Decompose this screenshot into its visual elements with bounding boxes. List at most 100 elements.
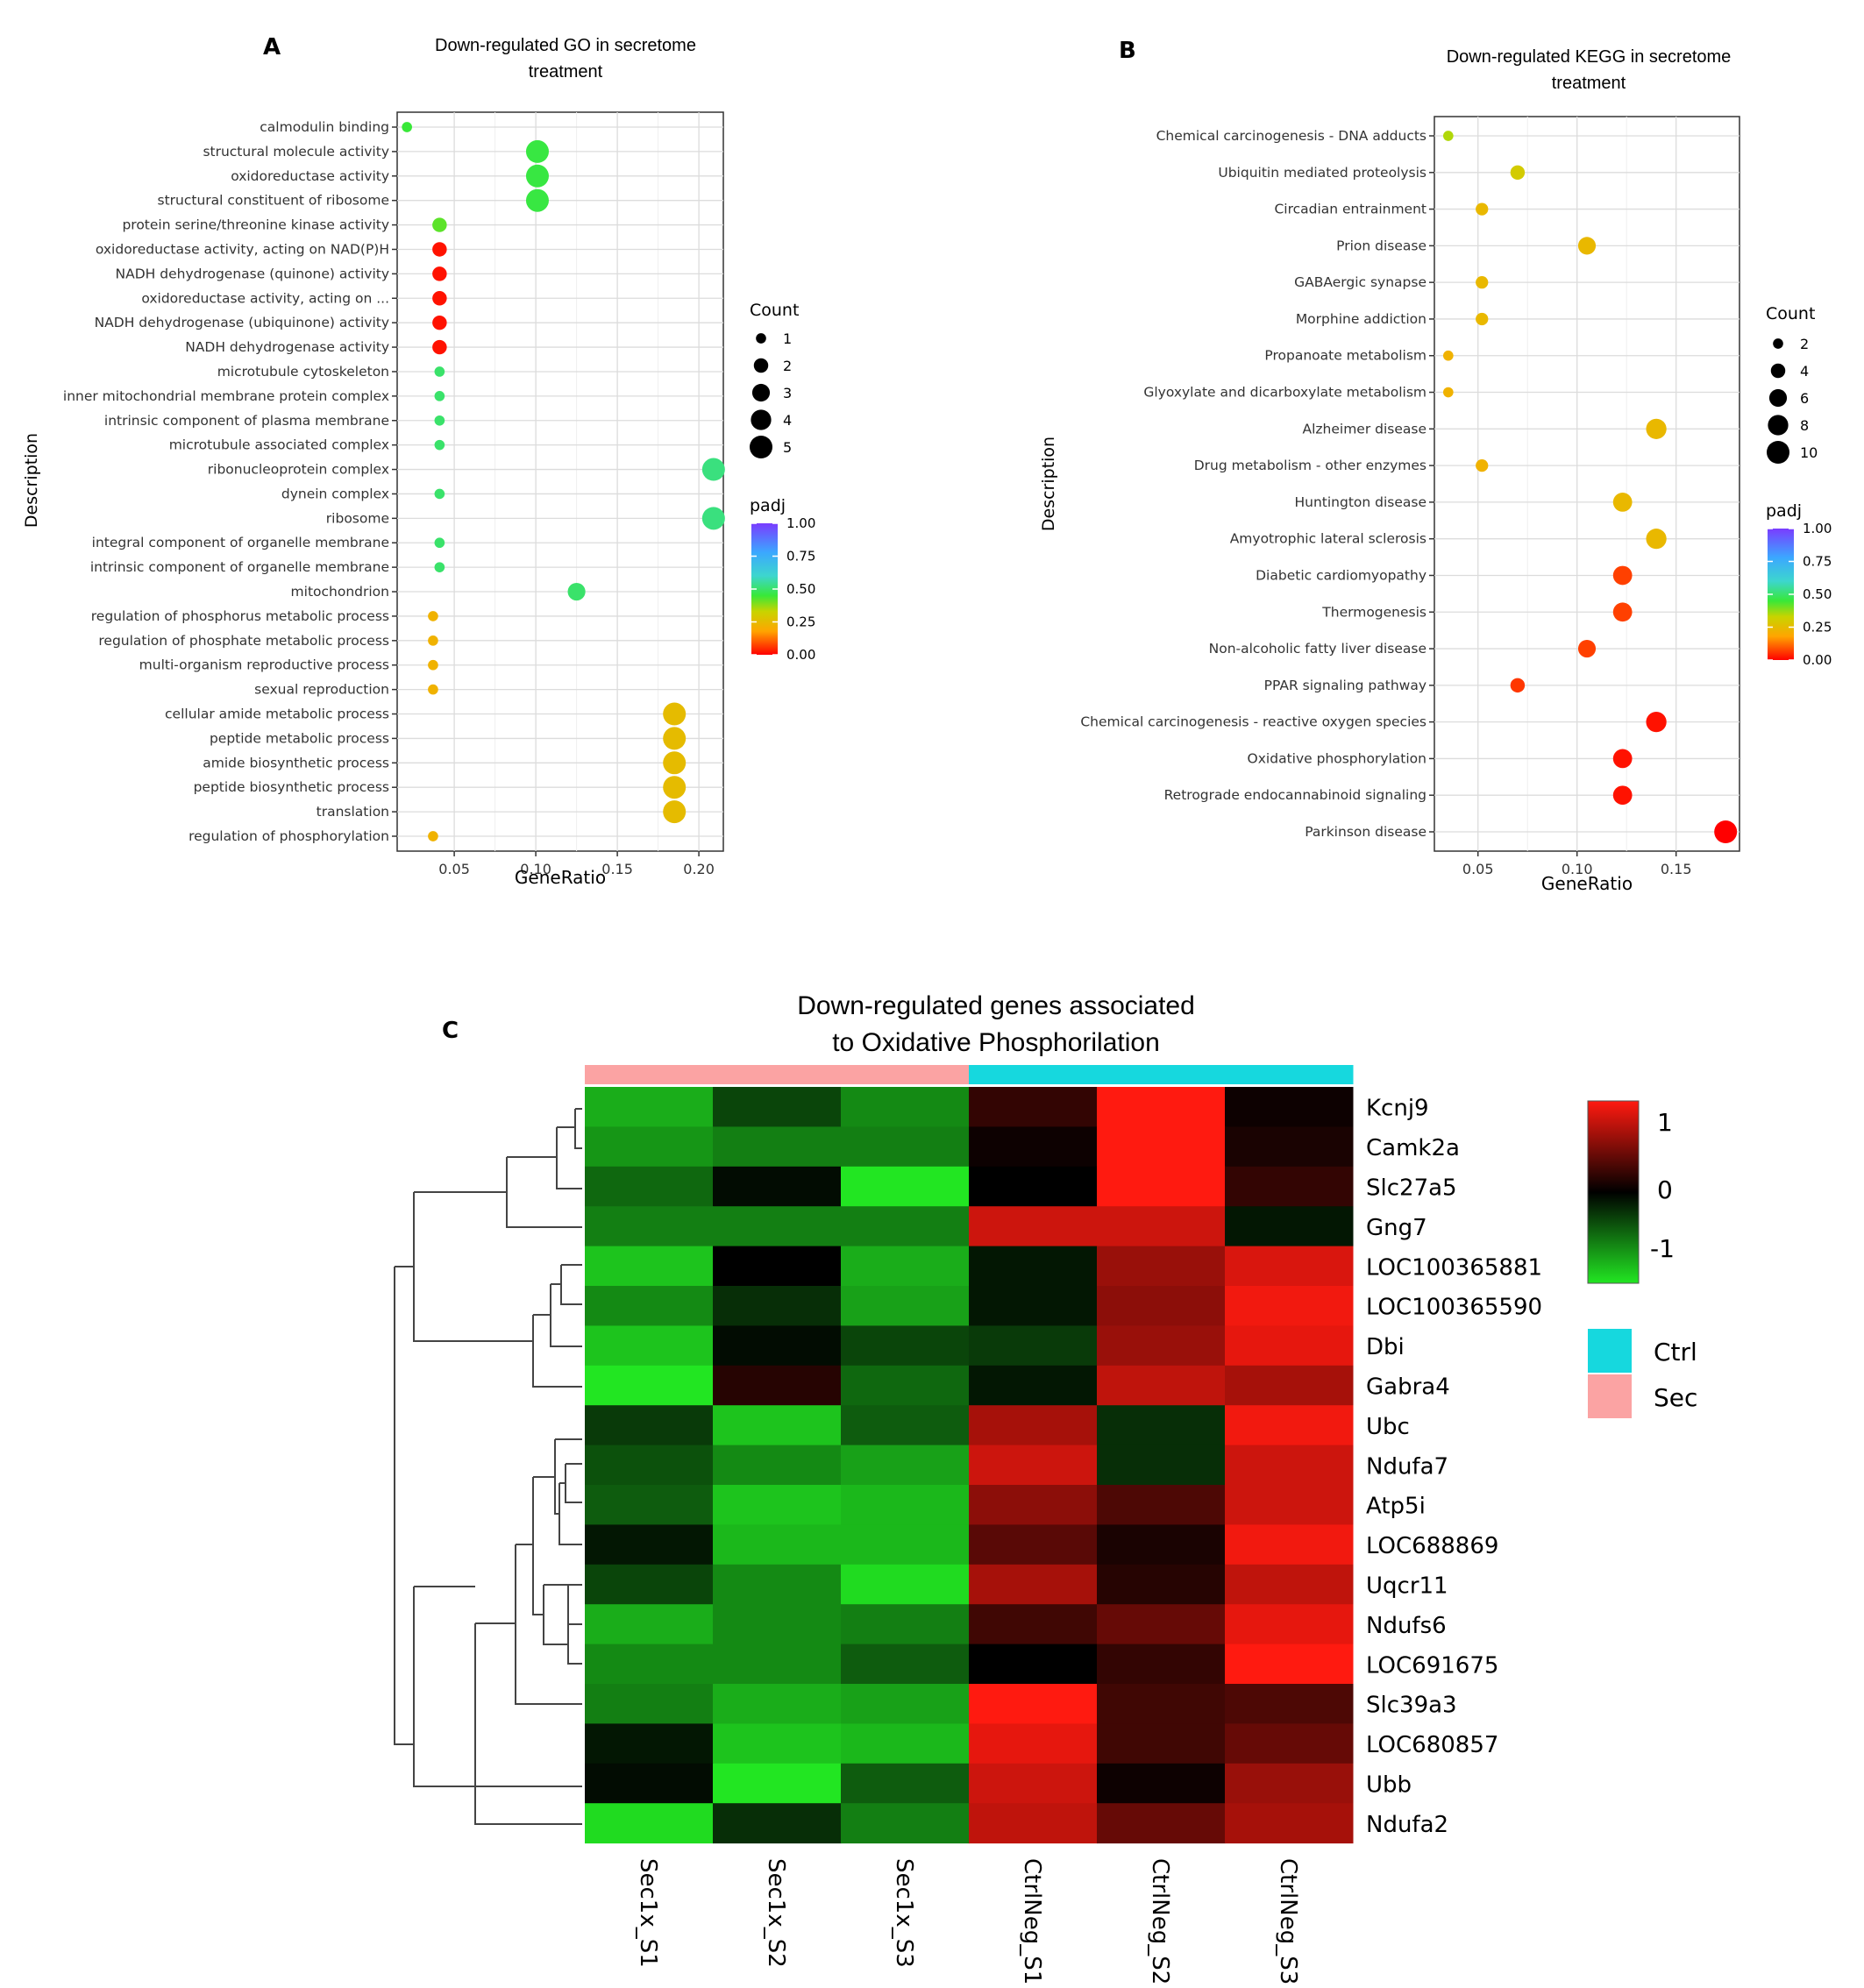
heatmap-cell	[1225, 1604, 1354, 1645]
heatmap-cell	[969, 1604, 1098, 1645]
panel-a-go-dotplot: A Down-regulated GO in secretome treatme…	[22, 34, 815, 888]
heatmap-cell	[1097, 1604, 1226, 1645]
heatmap-cell	[585, 1206, 714, 1247]
heatmap-cell	[841, 1246, 970, 1287]
dendrogram-branch	[560, 1265, 582, 1305]
dendrogram-branch	[506, 1157, 582, 1228]
a-term-label: calmodulin binding	[260, 119, 389, 135]
panel-a-title-line-2: treatment	[529, 62, 603, 82]
gene-row-label: Ubc	[1366, 1414, 1410, 1440]
heatmap-cell	[1097, 1206, 1226, 1247]
a-term-label: peptide biosynthetic process	[194, 779, 389, 795]
b-dot	[1612, 602, 1633, 622]
b-term-label: Parkinson disease	[1305, 824, 1426, 840]
a-dot	[567, 582, 586, 601]
heatmap-cell	[1225, 1445, 1354, 1486]
a-term-label: integral component of organelle membrane	[92, 535, 389, 550]
heatmap-cell	[841, 1763, 970, 1804]
a-dot	[428, 659, 438, 671]
b-term-label: Non-alcoholic fatty liver disease	[1209, 641, 1426, 657]
b-dot	[1612, 749, 1633, 769]
sample-column-label: Sec1x_S2	[763, 1858, 789, 1968]
heatmap-cell	[1225, 1206, 1354, 1247]
a-term-label: regulation of phosphate metabolic proces…	[98, 633, 389, 649]
heatmap-cell	[841, 1405, 970, 1446]
a-dot	[428, 831, 438, 841]
heatmap-cell	[969, 1087, 1098, 1127]
group-legend-sec-label: Sec	[1654, 1383, 1697, 1412]
b-count-legend-dot	[1767, 441, 1789, 464]
b-count-legend-dot	[1773, 338, 1783, 349]
dendrogram-branch	[567, 1624, 582, 1665]
b-dot	[1577, 639, 1597, 658]
dendrogram-branch	[543, 1585, 568, 1645]
group-annotation-bar	[585, 1065, 714, 1084]
b-padj-tick-label: 1.00	[1803, 521, 1832, 536]
a-count-legend-label: 2	[783, 358, 792, 374]
a-x-tick-label: 0.05	[438, 861, 470, 877]
b-padj-tick-label: 0.00	[1803, 652, 1832, 668]
heatmap-cell	[969, 1126, 1098, 1168]
dendrogram-branch	[565, 1464, 582, 1503]
panel-b-y-axis-label: Description	[1039, 437, 1058, 531]
heatmap-cell	[1097, 1286, 1226, 1326]
a-term-label: NADH dehydrogenase activity	[185, 339, 389, 355]
heatmap-cell	[713, 1564, 842, 1605]
heatmap-cell	[713, 1166, 842, 1207]
heatmap-cell	[585, 1087, 714, 1127]
heatmap-legend-label-mid: 0	[1657, 1175, 1673, 1204]
b-count-legend-dot	[1770, 363, 1786, 379]
heatmap-cell	[841, 1126, 970, 1168]
heatmap-cell	[713, 1803, 842, 1844]
gene-row-label: Gabra4	[1366, 1374, 1450, 1401]
heatmap-cell	[585, 1564, 714, 1605]
heatmap-cell	[1225, 1684, 1354, 1724]
b-dot	[1510, 165, 1526, 181]
a-term-label: microtubule associated complex	[169, 437, 389, 453]
heatmap-cell	[841, 1524, 970, 1566]
dendrogram-branch	[558, 1483, 582, 1545]
heatmap-cell	[1225, 1763, 1354, 1804]
dendrogram-branch	[515, 1544, 582, 1705]
b-dot	[1646, 529, 1667, 550]
b-padj-tick-label: 0.75	[1803, 554, 1832, 570]
panel-a-padj-legend-title: padj	[750, 496, 786, 515]
b-count-legend-dot	[1768, 388, 1788, 408]
a-dot	[663, 727, 687, 750]
b-dot	[1577, 237, 1597, 255]
a-term-label: mitochondrion	[291, 584, 389, 600]
heatmap-cell	[1097, 1723, 1226, 1764]
heatmap-cell	[713, 1763, 842, 1804]
heatmap-cell	[969, 1644, 1098, 1685]
b-term-label: Propanoate metabolism	[1264, 348, 1426, 364]
b-padj-tick-label: 0.50	[1803, 586, 1832, 602]
heatmap-cell	[1097, 1564, 1226, 1605]
heatmap-cell	[585, 1644, 714, 1685]
heatmap-cell	[1097, 1485, 1226, 1525]
dendrogram-branch	[394, 1267, 414, 1745]
group-annotation-bar	[969, 1065, 1098, 1084]
group-annotation-bar	[1225, 1065, 1354, 1084]
a-padj-tick-label: 0.50	[786, 581, 815, 597]
b-term-label: Chemical carcinogenesis - DNA adducts	[1156, 128, 1426, 144]
a-count-legend-dot	[750, 436, 772, 458]
gene-row-label: LOC100365590	[1366, 1295, 1542, 1321]
heatmap-cell	[585, 1684, 714, 1724]
b-x-tick-label: 0.10	[1562, 861, 1593, 877]
dendrogram-branch	[474, 1623, 582, 1825]
heatmap-cell	[585, 1286, 714, 1326]
b-x-tick-label: 0.15	[1661, 861, 1692, 877]
heatmap-cell	[969, 1445, 1098, 1486]
heatmap-cell	[1225, 1246, 1354, 1287]
a-dot	[434, 439, 445, 451]
a-term-label: intrinsic component of organelle membran…	[90, 559, 389, 575]
panel-c-title-line-1: Down-regulated genes associated	[797, 991, 1195, 1020]
a-term-label: microtubule cytoskeleton	[217, 364, 389, 380]
panel-a-plot-area	[396, 111, 724, 852]
heatmap-cell	[1225, 1166, 1354, 1207]
dendrogram-branch	[550, 1284, 582, 1347]
a-dot	[428, 684, 438, 695]
a-count-legend-dot	[751, 383, 771, 402]
group-annotation-bar	[1097, 1065, 1226, 1084]
panel-b-padj-legend-title: padj	[1766, 501, 1802, 521]
